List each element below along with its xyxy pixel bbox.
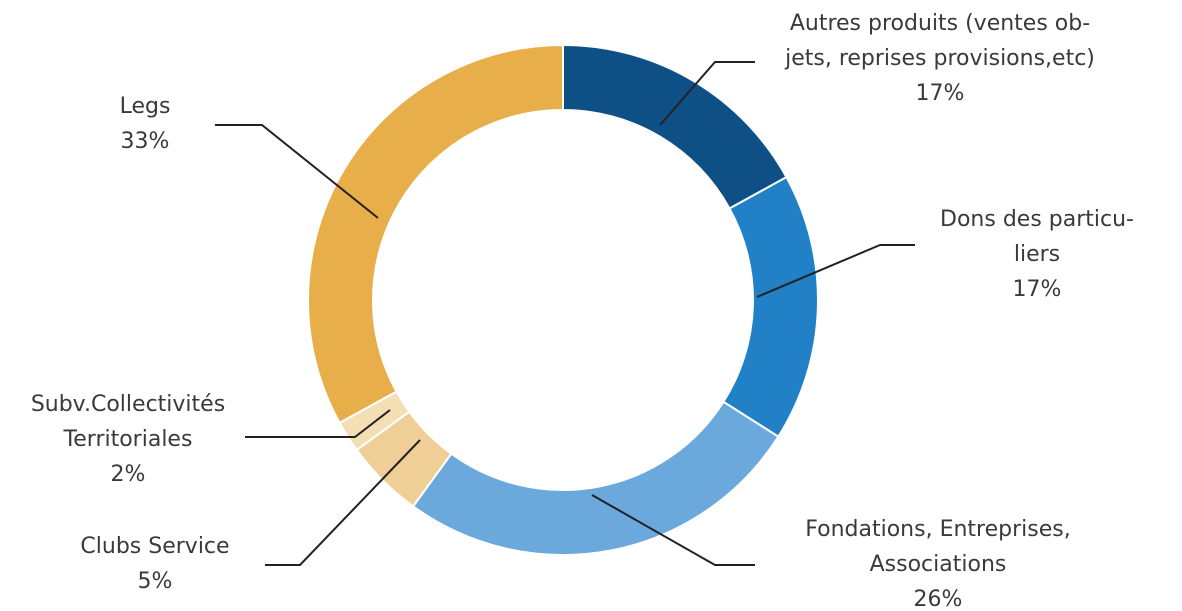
slice-label: Autres produits (ventes ob-jets, reprise…: [784, 11, 1095, 71]
value-label: 26%: [914, 587, 963, 611]
chart: Autres produits (ventes ob-jets, reprise…: [0, 0, 1182, 611]
slice-label: Subv.Collectivités Territoriales: [31, 392, 225, 452]
value-label: 5%: [138, 569, 173, 594]
label-line: Associations: [870, 552, 1007, 577]
slice-label: Fondations, Entreprises, Associations: [805, 517, 1070, 577]
label-line: Fondations, Entreprises,: [805, 517, 1070, 542]
slice-label: Clubs Service: [80, 534, 229, 559]
label-line: Subv.Collectivités: [31, 392, 225, 417]
slice-label: Legs: [120, 94, 171, 119]
value-label: 2%: [111, 462, 146, 487]
label-line: Legs: [120, 94, 171, 119]
donut-segment: [413, 402, 778, 555]
label-line: liers: [1014, 242, 1060, 267]
value-label: 17%: [916, 81, 965, 106]
label-line: Dons des particu-: [940, 207, 1134, 232]
donut-segment: [723, 177, 818, 436]
value-label: 17%: [1013, 277, 1062, 302]
slice-label: Dons des particu-liers: [940, 207, 1134, 267]
value-label: 33%: [121, 129, 170, 154]
donut-segment: [308, 45, 563, 423]
label-line: Autres produits (ventes ob-: [790, 11, 1090, 36]
label-line: Clubs Service: [80, 534, 229, 559]
donut-segment: [563, 45, 786, 208]
label-line: Territoriales: [63, 427, 193, 452]
label-line: jets, reprises provisions,etc): [784, 46, 1095, 71]
